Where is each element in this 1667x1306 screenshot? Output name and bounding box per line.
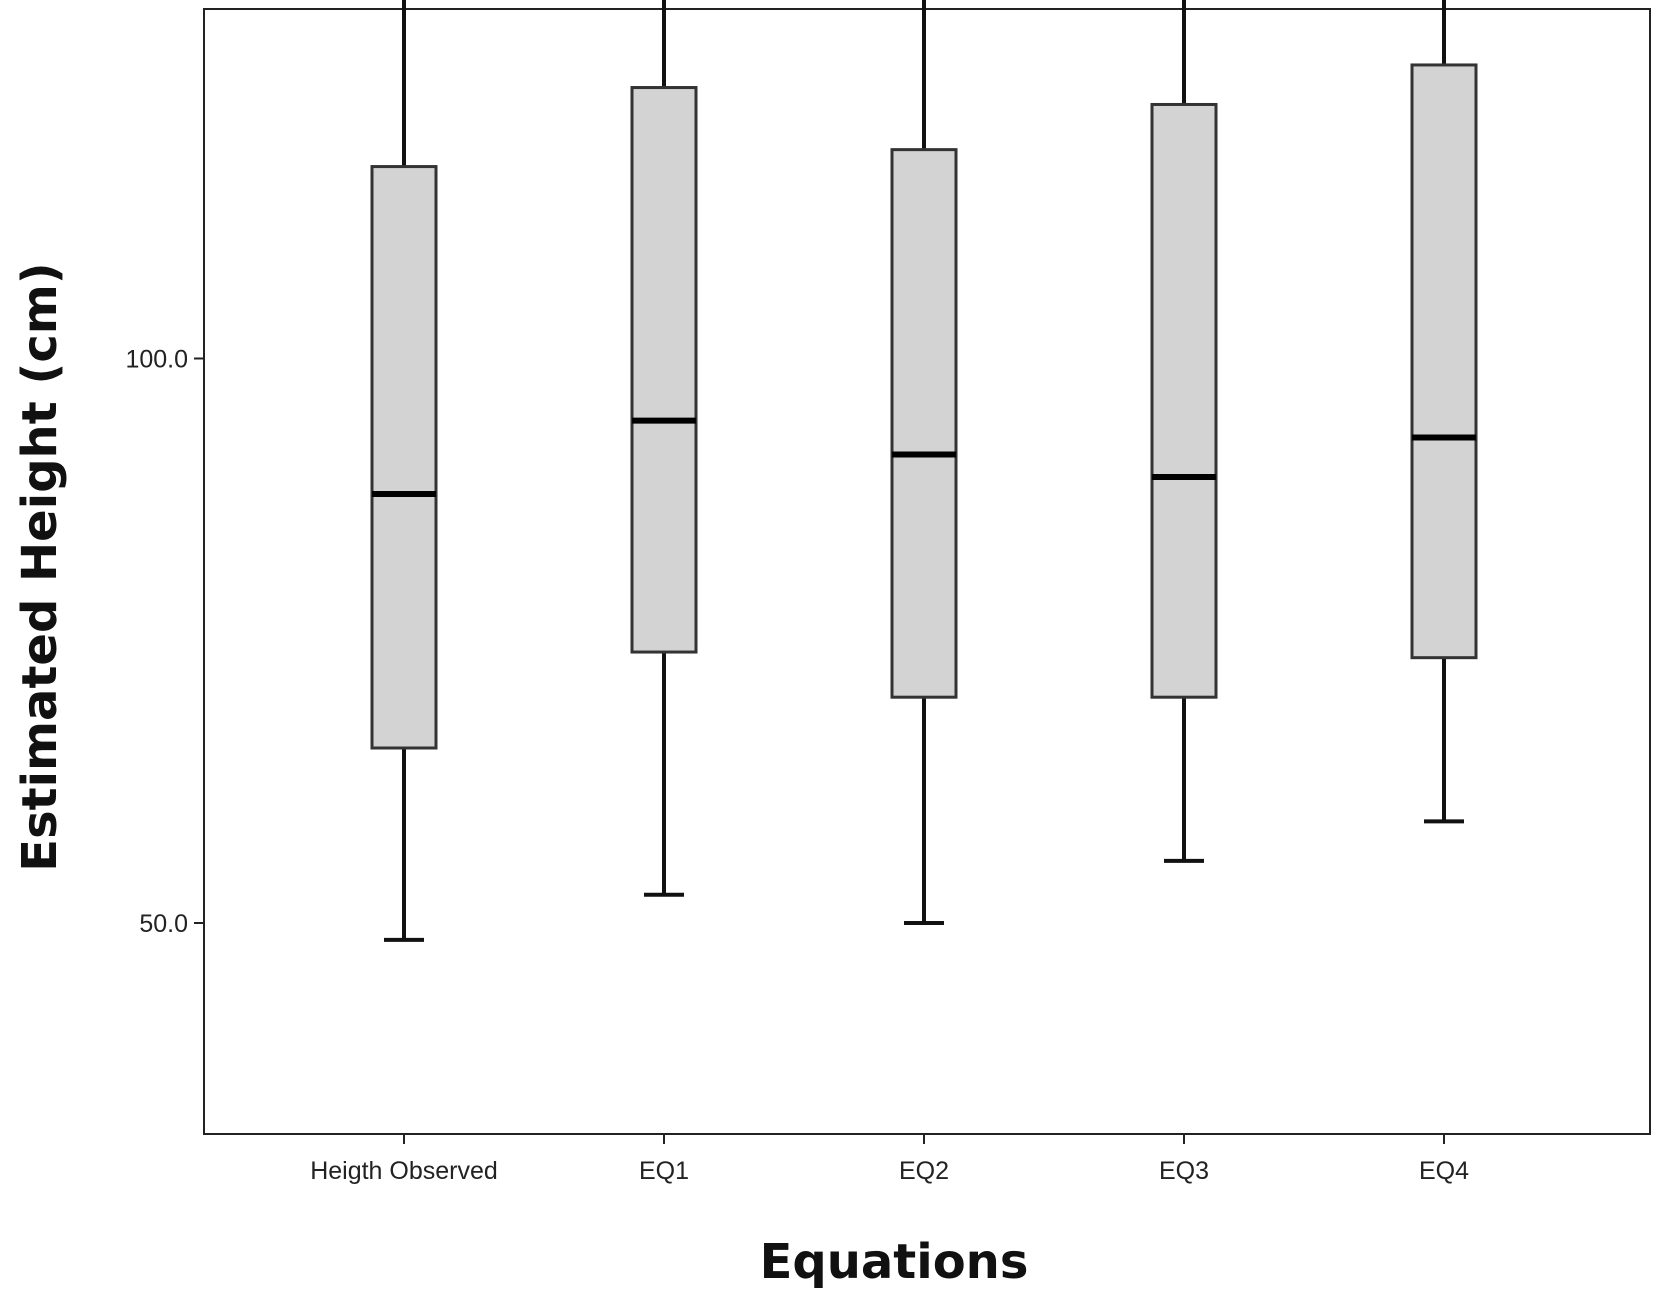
box-eq1 <box>630 0 698 897</box>
x-tick-label: EQ1 <box>639 1157 689 1185</box>
y-tick-label: 50.0 <box>139 910 188 938</box>
x-tick-label: EQ2 <box>899 1157 949 1185</box>
iqr-box <box>1150 102 1218 699</box>
iqr-box <box>370 165 438 750</box>
boxes <box>370 0 1478 942</box>
iqr-box <box>1410 63 1478 660</box>
box-eq4 <box>1410 0 1478 824</box>
x-tick-label: EQ4 <box>1419 1157 1469 1185</box>
x-tick-label: Heigth Observed <box>310 1157 498 1185</box>
iqr-box <box>630 86 698 654</box>
box-eq3 <box>1150 0 1218 863</box>
x-axis-title: Equations <box>760 1234 1029 1290</box>
box-heigth-observed <box>370 0 438 942</box>
y-tick-label: 100.0 <box>125 346 188 374</box>
box-eq2 <box>890 0 958 925</box>
y-axis-title: Estimated Height (cm) <box>12 262 68 871</box>
x-tick-label: EQ3 <box>1159 1157 1209 1185</box>
iqr-box <box>890 148 958 699</box>
